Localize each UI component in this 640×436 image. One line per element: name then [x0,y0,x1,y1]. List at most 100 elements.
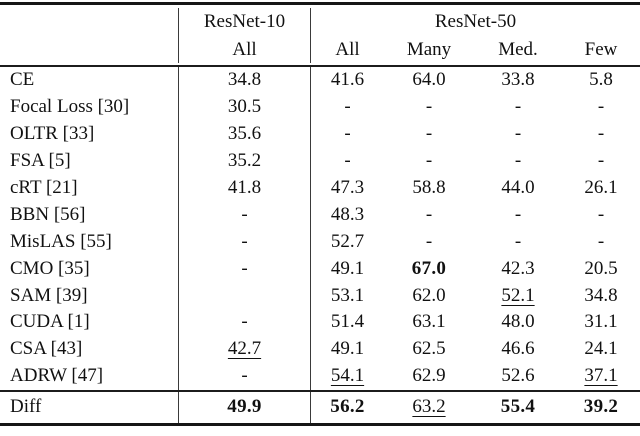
table-cell: 34.8 [584,284,618,306]
table-cell: 53.1 [310,282,384,310]
table-cell: - [514,96,522,118]
method-label: CE [10,69,35,91]
table-row: CE 34.8 41.6 64.0 33.8 5.8 [0,67,640,94]
table-footer: Diff 49.9 56.2 63.2 55.4 39.2 [0,389,640,423]
table-cell: 67.0 [411,257,447,279]
table-cell: - [514,123,522,145]
table-cell: - [425,203,433,225]
table-cell: 64.0 [412,69,446,91]
table-header-subcol-row: All All Many Med. Few [0,36,640,63]
table-cell [178,282,310,310]
table-cell: - [178,309,310,336]
table-cell: - [178,255,310,283]
table-row: BBN [56] - 48.3 - - - [0,201,640,229]
col-header-resnet10-all: All [178,36,310,63]
table-body: CE 34.8 41.6 64.0 33.8 5.8 Focal Loss [3… [0,67,640,390]
table-row: ADRW [47] - 54.1 62.9 52.6 37.1 [0,362,640,390]
col-header-resnet50-many: Many [406,38,452,60]
table-cell: - [597,230,605,252]
table-cell: 48.3 [310,201,384,229]
table-cell: - [425,230,433,252]
table-cell: 33.8 [501,69,535,91]
table-cell: - [425,123,433,145]
table-cell: - [514,150,522,172]
table-cell: 56.2 [310,391,384,423]
table-cell: 34.8 [178,67,310,94]
table-row: CUDA [1] - 51.4 63.1 48.0 31.1 [0,309,640,336]
table-cell: - [597,123,605,145]
table-row: cRT [21] 41.8 47.3 58.8 44.0 26.1 [0,174,640,202]
method-label: MisLAS [55] [10,230,112,252]
table-cell: 62.5 [412,338,446,360]
table-cell: 48.0 [501,311,535,333]
table-cell: 42.7 [178,335,310,363]
table-cell: 41.6 [310,67,384,94]
table-cell: - [310,147,384,175]
table-cell: - [597,203,605,225]
table-row: OLTR [33] 35.6 - - - - [0,120,640,148]
table-cell: - [178,201,310,229]
table-cell: 51.4 [310,309,384,336]
table-cell: 52.1 [501,284,535,306]
method-label: CMO [35] [10,257,90,279]
table-cell: 35.2 [178,147,310,175]
results-table: ResNet-10 ResNet-50 All All Many Med. Fe… [0,2,640,426]
table-header: ResNet-10 ResNet-50 All All Many Med. Fe… [0,5,640,67]
table-cell: 20.5 [584,257,618,279]
method-label: FSA [5] [10,150,71,172]
table-cell: - [514,203,522,225]
table-cell: - [178,362,310,390]
table-cell: 54.1 [310,362,384,390]
table-row: FSA [5] 35.2 - - - - [0,147,640,175]
col-header-resnet50-med: Med. [498,38,538,60]
method-label: CUDA [1] [10,311,90,333]
table-cell: - [514,230,522,252]
table-row-diff: Diff 49.9 56.2 63.2 55.4 39.2 [0,391,640,423]
table-cell: 62.9 [412,365,446,387]
table-cell: 37.1 [584,365,618,387]
table-cell: 63.1 [412,311,446,333]
method-label: Diff [10,396,42,418]
table-cell: 44.0 [501,177,535,198]
method-label: cRT [21] [10,177,78,198]
table-cell: 52.7 [310,228,384,256]
table-cell: 24.1 [584,338,618,360]
table-cell: 52.6 [501,365,535,387]
table-cell: 39.2 [583,396,619,418]
table-cell: - [310,120,384,148]
table-header-group-row: ResNet-10 ResNet-50 [0,8,640,36]
table-cell: 49.9 [178,391,310,423]
table-cell: - [597,96,605,118]
table-row: SAM [39] 53.1 62.0 52.1 34.8 [0,282,640,310]
header-empty-corner [0,36,178,63]
table-cell: - [425,150,433,172]
table-cell: 58.8 [412,177,446,198]
header-empty-corner [0,8,178,36]
table-row: CSA [43] 42.7 49.1 62.5 46.6 24.1 [0,335,640,363]
table-cell: 35.6 [178,120,310,148]
method-label: OLTR [33] [10,123,95,145]
table-cell: 26.1 [584,177,618,198]
method-label: CSA [43] [10,338,83,360]
table-cell: - [178,228,310,256]
table-cell: - [425,96,433,118]
table-cell: 30.5 [178,93,310,121]
table-cell: 49.1 [310,335,384,363]
method-label: Focal Loss [30] [10,96,130,118]
table-cell: 55.4 [500,396,536,418]
col-group-resnet50: ResNet-50 [310,8,640,36]
table-cell: 31.1 [584,311,618,333]
table-cell: 47.3 [310,174,384,202]
table-cell: 41.8 [178,174,310,202]
table-cell: 42.3 [501,257,535,279]
table-cell: 46.6 [501,338,535,360]
table-cell: - [597,150,605,172]
col-group-resnet10: ResNet-10 [178,8,310,36]
method-label: BBN [56] [10,203,86,225]
col-header-resnet50-all: All [310,36,384,63]
method-label: ADRW [47] [10,365,104,387]
table-row: MisLAS [55] - 52.7 - - - [0,228,640,256]
table-cell: 63.2 [412,396,446,418]
col-header-resnet50-few: Few [584,38,618,60]
